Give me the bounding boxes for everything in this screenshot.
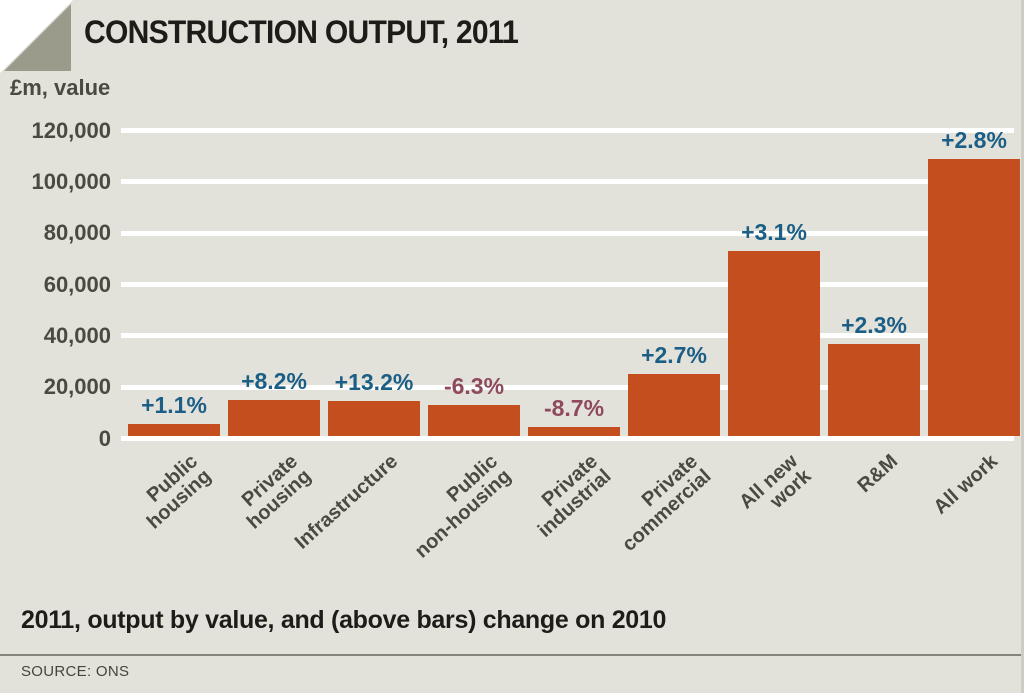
- corner-fold-triangle-icon: [4, 4, 71, 71]
- bar: [428, 405, 520, 436]
- bar: [228, 400, 320, 436]
- change-label: +13.2%: [334, 369, 414, 396]
- gridline: [121, 282, 1014, 287]
- bar: [828, 343, 920, 436]
- bar: [528, 427, 620, 436]
- corner-fold-decoration: [0, 0, 73, 73]
- bar: [328, 401, 420, 436]
- change-label: +3.1%: [741, 219, 807, 246]
- bar: [728, 251, 820, 436]
- change-label: -8.7%: [543, 395, 605, 422]
- bar: [928, 158, 1020, 436]
- change-label: +8.2%: [241, 368, 307, 395]
- y-axis-tick-label: 80,000: [43, 220, 111, 246]
- gridline: [121, 333, 1014, 339]
- bar: [628, 374, 720, 436]
- source-label: SOURCE: ONS: [21, 663, 130, 680]
- y-axis-tick-label: 40,000: [43, 322, 111, 348]
- gridline: [121, 128, 1014, 133]
- bar: [128, 424, 220, 436]
- change-label: -6.3%: [443, 373, 505, 400]
- y-axis-tick-label: 0: [98, 425, 111, 451]
- y-axis-tick-label: 60,000: [43, 271, 111, 297]
- y-axis-tick-label: 20,000: [43, 374, 111, 400]
- change-label: +2.8%: [941, 126, 1007, 153]
- gridline: [121, 436, 1014, 441]
- corner-fold-white: [0, 0, 73, 73]
- gridline: [121, 179, 1014, 185]
- change-label: +2.7%: [641, 342, 707, 369]
- source-divider: [0, 654, 1024, 656]
- chart-title: CONSTRUCTION OUTPUT, 2011: [84, 14, 519, 50]
- y-axis-tick-label: 120,000: [31, 117, 111, 143]
- change-label: +1.1%: [141, 392, 207, 419]
- y-axis-unit-label: £m, value: [10, 75, 111, 100]
- gridline: [121, 384, 1014, 390]
- chart-caption: 2011, output by value, and (above bars) …: [21, 606, 667, 634]
- panel-right-edge: [1021, 0, 1024, 693]
- change-label: +2.3%: [841, 311, 907, 338]
- y-axis-tick-label: 100,000: [31, 168, 111, 194]
- gridline: [121, 230, 1014, 236]
